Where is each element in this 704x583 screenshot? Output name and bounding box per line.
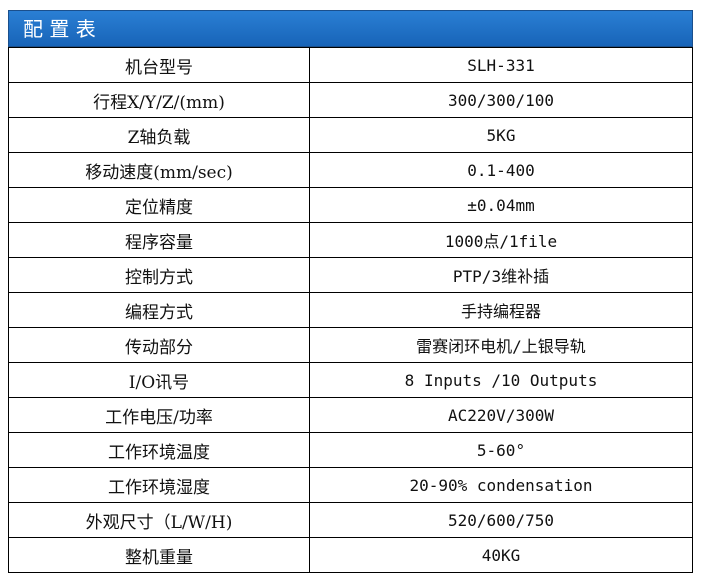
spec-value: SLH-331 [309, 47, 693, 83]
spec-value: 5KG [309, 117, 693, 153]
spec-value: PTP/3维补插 [309, 257, 693, 293]
table-row: Z轴负载 5KG [8, 117, 693, 153]
config-table: 机台型号 SLH-331 行程X/Y/Z/(mm) 300/300/100 Z轴负载 5K… [8, 47, 693, 573]
table-row: 工作电压/功率 AC220V/300W [8, 397, 693, 433]
config-table-panel: 配 置 表 机台型号 SLH-331 行程X/Y/Z/(mm) 300/300/100… [8, 10, 693, 573]
spec-value: 40KG [309, 537, 693, 573]
spec-name: 传动部分 [8, 327, 310, 363]
table-body: 机台型号 SLH-331 行程X/Y/Z/(mm) 300/300/100 Z轴负载 5K… [8, 47, 693, 573]
table-row: I/O讯号 8 Inputs /10 Outputs [8, 362, 693, 398]
spec-name: 控制方式 [8, 257, 310, 293]
table-title: 配 置 表 [8, 10, 693, 47]
spec-value: 1000点/1file [309, 222, 693, 258]
table-row: 机台型号 SLH-331 [8, 47, 693, 83]
spec-name: 外观尺寸（L/W/H) [8, 502, 310, 538]
spec-name: 工作环境温度 [8, 432, 310, 468]
table-row: 编程方式 手持编程器 [8, 292, 693, 328]
spec-value: AC220V/300W [309, 397, 693, 433]
table-row: 移动速度(mm/sec) 0.1-400 [8, 152, 693, 188]
spec-name: 定位精度 [8, 187, 310, 223]
spec-name: 编程方式 [8, 292, 310, 328]
table-row: 工作环境湿度 20-90% condensation [8, 467, 693, 503]
spec-name: 工作电压/功率 [8, 397, 310, 433]
table-row: 控制方式 PTP/3维补插 [8, 257, 693, 293]
spec-name: I/O讯号 [8, 362, 310, 398]
table-row: 行程X/Y/Z/(mm) 300/300/100 [8, 82, 693, 118]
spec-value: 520/600/750 [309, 502, 693, 538]
table-row: 程序容量 1000点/1file [8, 222, 693, 258]
spec-value: 300/300/100 [309, 82, 693, 118]
spec-name: 整机重量 [8, 537, 310, 573]
spec-value: 8 Inputs /10 Outputs [309, 362, 693, 398]
table-row: 外观尺寸（L/W/H) 520/600/750 [8, 502, 693, 538]
spec-value: ±0.04mm [309, 187, 693, 223]
spec-name: 行程X/Y/Z/(mm) [8, 82, 310, 118]
table-row: 定位精度 ±0.04mm [8, 187, 693, 223]
spec-value: 雷赛闭环电机/上银导轨 [309, 327, 693, 363]
spec-name: 移动速度(mm/sec) [8, 152, 310, 188]
table-row: 工作环境温度 5-60° [8, 432, 693, 468]
spec-value: 手持编程器 [309, 292, 693, 328]
spec-value: 0.1-400 [309, 152, 693, 188]
spec-name: 程序容量 [8, 222, 310, 258]
spec-name: 机台型号 [8, 47, 310, 83]
table-row: 整机重量 40KG [8, 537, 693, 573]
spec-name: 工作环境湿度 [8, 467, 310, 503]
table-row: 传动部分 雷赛闭环电机/上银导轨 [8, 327, 693, 363]
spec-value: 5-60° [309, 432, 693, 468]
spec-value: 20-90% condensation [309, 467, 693, 503]
spec-name: Z轴负载 [8, 117, 310, 153]
